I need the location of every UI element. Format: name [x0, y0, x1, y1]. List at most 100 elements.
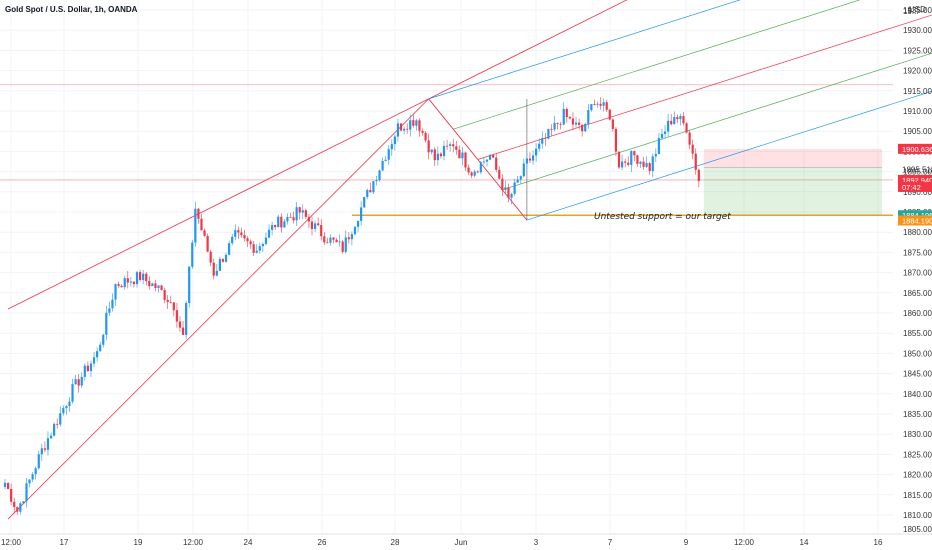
- candle-body: [614, 128, 618, 152]
- candle-body: [206, 235, 209, 252]
- candle-body: [544, 137, 547, 139]
- candle-body: [605, 102, 608, 110]
- candle-body: [581, 124, 584, 132]
- y-tick-label: 1910.000: [903, 107, 932, 116]
- candle-body: [65, 406, 68, 409]
- candle-body: [74, 379, 77, 385]
- candle-body: [406, 128, 409, 130]
- candle-body: [516, 179, 519, 183]
- candle-body: [71, 384, 74, 402]
- stop-zone: [703, 148, 883, 168]
- candle-body: [286, 216, 289, 222]
- x-tick-label: 12:00: [734, 538, 755, 547]
- y-tick-label: 1835.000: [903, 410, 932, 419]
- price-tag-bg: [898, 181, 932, 192]
- candle-body: [188, 266, 191, 304]
- candle-body: [145, 273, 148, 282]
- candle-body: [83, 365, 86, 377]
- candle-body: [221, 259, 225, 262]
- pitchfork-lower: [526, 90, 932, 221]
- candle-body: [264, 237, 268, 244]
- candle-body: [203, 230, 206, 236]
- candle-body: [547, 128, 550, 139]
- candle-body: [335, 239, 338, 243]
- chart-title: Gold Spot / U.S. Dollar, 1h, OANDA: [5, 5, 138, 14]
- candle-body: [387, 149, 390, 160]
- candle-body: [252, 244, 255, 253]
- candle-body: [427, 140, 430, 153]
- candle-body: [510, 193, 513, 198]
- candle-body: [415, 120, 418, 126]
- candle-body: [673, 117, 676, 125]
- candle-body: [16, 507, 19, 512]
- candle-body: [154, 283, 157, 289]
- candle-body: [639, 161, 642, 164]
- candle-body: [452, 144, 455, 147]
- candle-body: [492, 154, 495, 158]
- y-tick-label: 1920.000: [903, 67, 932, 76]
- candle-body: [360, 207, 363, 221]
- candle-body: [142, 273, 145, 281]
- candle-body: [488, 154, 492, 160]
- candle-body: [212, 262, 215, 276]
- candle-body: [304, 210, 307, 217]
- candle-body: [369, 190, 372, 193]
- candle-body: [350, 234, 354, 240]
- candle-body: [531, 155, 535, 161]
- candle-body: [49, 435, 53, 439]
- candle-body: [175, 310, 179, 322]
- drawings[interactable]: [7, 0, 932, 520]
- candle-body: [538, 143, 541, 149]
- candle-body: [280, 216, 283, 228]
- trendline-wedge-upper: [7, 0, 628, 310]
- price-tag: 1895.518: [902, 166, 932, 175]
- candle-body: [267, 229, 271, 238]
- grid: [0, 0, 893, 534]
- candle-body: [234, 230, 237, 237]
- candle-body: [169, 302, 172, 303]
- candle-body: [608, 109, 611, 120]
- candle-body: [13, 501, 16, 508]
- position-tool[interactable]: [703, 148, 883, 216]
- candle-body: [363, 196, 366, 208]
- candle-body: [323, 236, 326, 243]
- y-tick-label: 1845.000: [903, 370, 932, 379]
- candle-body: [562, 108, 565, 125]
- candle-body: [200, 218, 203, 231]
- candle-body: [421, 130, 424, 133]
- y-tick-label: 1810.000: [903, 511, 932, 520]
- candle-body: [6, 482, 10, 489]
- candle-body: [667, 120, 670, 132]
- candle-body: [679, 116, 682, 120]
- candle-body: [670, 120, 673, 125]
- y-tick-label: 1820.000: [903, 471, 932, 480]
- candle-body: [587, 110, 590, 124]
- candle-body: [495, 157, 498, 170]
- candle-body: [577, 122, 581, 125]
- candle-body: [541, 137, 544, 144]
- candle-body: [181, 327, 185, 335]
- candle-body: [630, 151, 633, 165]
- candle-body: [556, 122, 559, 124]
- candle-body: [224, 254, 228, 262]
- candle-body: [676, 117, 679, 120]
- candle-body: [22, 501, 25, 504]
- candle-body: [442, 145, 446, 157]
- time-axis[interactable]: 12:00 17 19 12:00 24 26 28 Jun 3 7 9 12:00 14 16: [0, 533, 932, 547]
- x-tick-label: 16: [874, 538, 883, 547]
- x-tick-label: 24: [244, 538, 253, 547]
- pitchfork-inner-lower: [502, 52, 932, 191]
- candle-body: [473, 171, 476, 176]
- candle-body: [228, 243, 231, 255]
- y-tick-label: 1825.000: [903, 450, 932, 459]
- candle-body: [102, 334, 105, 345]
- candle-body: [470, 172, 473, 176]
- x-tick-label: 19: [134, 538, 143, 547]
- candle-body: [390, 144, 393, 150]
- price-tag: 1900.636: [902, 145, 932, 154]
- candle-body: [160, 285, 163, 291]
- candle-body: [31, 474, 34, 480]
- pitchfork-inner-upper: [453, 0, 861, 130]
